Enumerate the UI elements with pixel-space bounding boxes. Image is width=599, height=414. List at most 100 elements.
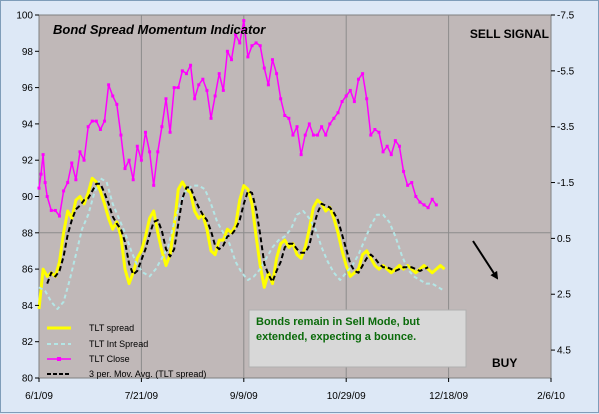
data-point-tlt-close <box>295 125 299 129</box>
y-left-tick-label: 92 <box>22 156 34 167</box>
data-point-tlt-close <box>107 83 111 87</box>
legend-item-mov-avg: 3 per. Mov. Avg. (TLT spread) <box>47 369 206 379</box>
legend-label-tlt-spread: TLT spread <box>89 323 134 333</box>
y-left-tick-label: 80 <box>22 374 34 385</box>
data-point-tlt-close <box>287 116 291 120</box>
data-point-tlt-close <box>430 197 434 201</box>
data-point-tlt-close <box>332 116 336 120</box>
legend-item-tlt-int-spread: TLT Int Spread <box>47 339 148 349</box>
data-point-tlt-close <box>152 183 156 187</box>
data-point-tlt-close <box>328 122 332 126</box>
data-point-tlt-close <box>258 44 262 48</box>
data-point-tlt-close <box>254 41 258 45</box>
data-point-tlt-close <box>98 127 102 131</box>
y-right-tick-label: -5.5 <box>557 66 575 77</box>
series-layer <box>37 19 446 310</box>
x-tick-label: 6/1/09 <box>25 391 53 402</box>
data-point-tlt-close <box>418 200 422 204</box>
chart-title: Bond Spread Momentum Indicator <box>53 22 266 37</box>
data-point-tlt-close <box>422 203 426 207</box>
data-point-tlt-close <box>39 172 43 176</box>
data-point-tlt-close <box>168 130 172 134</box>
data-point-tlt-close <box>205 88 209 92</box>
y-right-tick-label: -7.5 <box>557 11 575 22</box>
data-point-tlt-close <box>103 119 107 123</box>
data-point-tlt-close <box>139 158 143 162</box>
data-point-tlt-close <box>184 72 188 76</box>
y-left-tick-label: 88 <box>22 228 34 239</box>
data-point-tlt-close <box>238 41 242 45</box>
data-point-tlt-close <box>410 181 414 185</box>
data-point-tlt-close <box>381 150 385 154</box>
data-point-tlt-close <box>324 133 328 137</box>
data-point-tlt-close <box>62 189 66 193</box>
data-point-tlt-close <box>344 94 348 98</box>
y-left-tick-label: 98 <box>22 47 34 58</box>
y-right-tick-label: 2.5 <box>557 290 571 301</box>
data-point-tlt-close <box>250 44 254 48</box>
x-tick-label: 2/6/10 <box>537 391 565 402</box>
series-line-tlt-close <box>38 19 437 217</box>
data-point-tlt-close <box>66 181 70 185</box>
data-point-tlt-close <box>115 102 119 106</box>
legend-item-tlt-spread: TLT spread <box>47 323 134 333</box>
x-tick-label: 12/18/09 <box>429 391 468 402</box>
legend-label-mov-avg: 3 per. Mov. Avg. (TLT spread) <box>89 369 206 379</box>
data-point-tlt-close <box>180 69 184 73</box>
legend-item-tlt-close: TLT Close <box>47 354 130 364</box>
data-point-tlt-close <box>291 133 295 137</box>
data-point-tlt-close <box>275 72 279 76</box>
annotation-box: Bonds remain in Sell Mode, but extended,… <box>248 309 467 368</box>
data-point-tlt-close <box>148 150 152 154</box>
data-point-tlt-close <box>111 94 115 98</box>
data-point-tlt-close <box>377 130 381 134</box>
data-point-tlt-close <box>127 158 131 162</box>
data-point-tlt-close <box>225 49 229 53</box>
y-left-tick-label: 94 <box>22 119 34 130</box>
x-tick-label: 10/29/09 <box>327 391 366 402</box>
y-left-tick-label: 100 <box>16 11 33 22</box>
data-point-tlt-close <box>201 77 205 81</box>
data-point-tlt-close <box>143 130 147 134</box>
data-point-tlt-close <box>37 186 41 190</box>
data-point-tlt-close <box>197 83 201 87</box>
data-point-tlt-close <box>352 100 356 104</box>
y-right-tick-label: -1.5 <box>557 178 575 189</box>
data-point-tlt-close <box>213 94 217 98</box>
y-left-tick-label: 84 <box>22 301 34 312</box>
data-point-tlt-close <box>189 63 193 67</box>
sell-signal-label: SELL SIGNAL <box>470 27 549 41</box>
data-point-tlt-close <box>41 153 45 157</box>
data-point-tlt-close <box>373 127 377 131</box>
data-point-tlt-close <box>316 133 320 137</box>
trend-arrow <box>472 240 499 280</box>
legend-label-tlt-close: TLT Close <box>89 354 130 364</box>
data-point-tlt-close <box>340 100 344 104</box>
data-point-tlt-close <box>279 97 283 101</box>
data-point-tlt-close <box>270 58 274 62</box>
data-point-tlt-close <box>221 88 225 92</box>
data-point-tlt-close <box>176 86 180 90</box>
data-point-tlt-close <box>123 167 127 171</box>
data-point-tlt-close <box>209 116 213 120</box>
x-tick-label: 9/9/09 <box>230 391 258 402</box>
y-left-tick-label: 96 <box>22 83 34 94</box>
data-point-tlt-close <box>414 195 418 198</box>
data-point-tlt-close <box>389 153 393 157</box>
data-point-tlt-close <box>86 125 90 129</box>
data-point-tlt-close <box>135 144 139 148</box>
annotation-line-1: Bonds remain in Sell Mode, but <box>256 316 420 328</box>
data-point-tlt-close <box>393 139 397 143</box>
data-point-tlt-close <box>283 114 287 118</box>
data-point-tlt-close <box>70 161 74 165</box>
data-point-tlt-close <box>43 181 47 185</box>
data-point-tlt-close <box>74 178 78 182</box>
legend-label-tlt-int-spread: TLT Int Spread <box>89 339 148 349</box>
data-point-tlt-close <box>164 97 168 101</box>
data-point-tlt-close <box>246 55 250 59</box>
series-line-mov-avg <box>46 182 429 284</box>
data-point-tlt-close <box>57 214 61 218</box>
data-point-tlt-close <box>45 195 49 198</box>
data-point-tlt-close <box>82 158 86 162</box>
